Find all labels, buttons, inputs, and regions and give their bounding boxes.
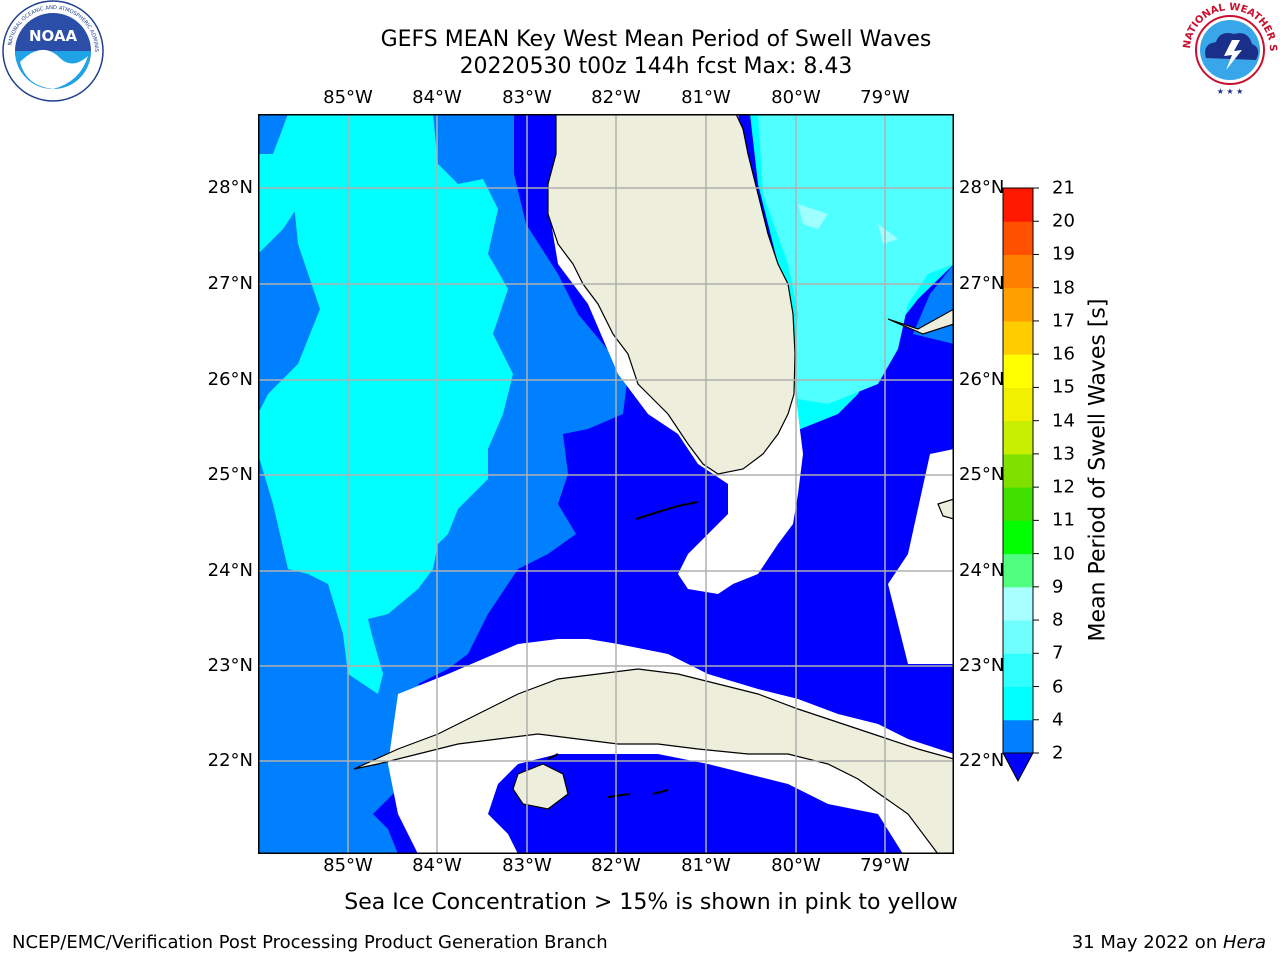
field-8-9 [798,204,898,244]
colorbar-segment [1003,287,1033,322]
colorbar-tick: 15 [1052,376,1075,398]
run-date: 31 May 2022 on Hera [1071,932,1266,953]
host-name: Hera [1222,932,1266,953]
lon-label-bottom: 84°W [412,855,462,876]
colorbar-segment [1003,686,1033,721]
land-bahamas [887,308,954,520]
lat-label-left: 27°N [207,273,253,294]
colorbar-tick: 16 [1052,343,1075,365]
land-florida-keys [547,501,699,798]
land-cuba [353,668,954,854]
colorbar-tick: 14 [1052,410,1075,432]
colorbar-segment [1003,254,1033,289]
lon-label-bottom: 83°W [502,855,552,876]
lat-label-right: 22°N [959,750,1005,771]
lat-label-left: 24°N [207,560,253,581]
lat-label-left: 22°N [207,750,253,771]
colorbar-tick: 12 [1052,476,1075,498]
colorbar-segment [1003,354,1033,388]
colorbar-segment [1003,420,1033,455]
nws-logo: NATIONAL WEATHER SERVICE ★ ★ ★ [1180,0,1278,98]
svg-text:★ ★ ★: ★ ★ ★ [1217,87,1244,96]
lon-label-bottom: 79°W [860,855,910,876]
colorbar-tick: 19 [1052,243,1075,265]
colorbar-tick: 17 [1052,310,1075,332]
colorbar-tick: 11 [1052,509,1075,531]
colorbar-tick: 8 [1052,609,1064,631]
lat-label-left: 25°N [207,464,253,485]
colorbar-segment [1003,453,1033,488]
lat-label-right: 23°N [959,655,1005,676]
lon-label-top: 85°W [323,87,373,108]
colorbar-tick: 20 [1052,210,1075,232]
colorbar-tick: 6 [1052,676,1064,698]
colorbar-segment [1003,487,1033,521]
lat-label-left: 23°N [207,655,253,676]
colorbar-segment [1003,188,1033,222]
colorbar-tick: 10 [1052,543,1075,565]
map-subtitle: 20220530 t00z 144h fcst Max: 8.43 [459,54,853,79]
lat-label-right: 27°N [959,273,1005,294]
lat-label-right: 28°N [959,177,1005,198]
swell-period-map [258,114,954,854]
map-graticule [258,114,954,854]
lon-label-top: 82°W [591,87,641,108]
lon-label-top: 80°W [771,87,821,108]
lat-label-right: 26°N [959,369,1005,390]
colorbar-segment [1003,320,1033,355]
colorbar-tick: 13 [1052,443,1075,465]
colorbar-tick: 4 [1052,709,1064,731]
lon-label-bottom: 82°W [591,855,641,876]
colorbar [1002,187,1039,783]
lon-label-bottom: 80°W [771,855,821,876]
lon-label-top: 79°W [860,87,910,108]
lat-label-left: 28°N [207,177,253,198]
colorbar-label: Mean Period of Swell Waves [s] [1085,298,1111,642]
colorbar-segment [1003,653,1033,688]
lon-label-top: 81°W [681,87,731,108]
lon-label-bottom: 85°W [323,855,373,876]
svg-text:NOAA: NOAA [29,27,78,45]
colorbar-segment [1003,520,1033,555]
producer-credit: NCEP/EMC/Verification Post Processing Pr… [12,932,608,953]
lat-label-right: 24°N [959,560,1005,581]
colorbar-tick: 2 [1052,742,1064,764]
lat-label-right: 25°N [959,464,1005,485]
colorbar-segment [1003,221,1033,255]
noaa-logo: NOAA NATIONAL OCEANIC AND ATMOSPHERIC AD… [2,0,104,102]
nodata-bahamas [888,449,954,664]
field-6-7-west [258,114,513,694]
colorbar-segment [1003,620,1033,654]
colorbar-tick: 21 [1052,177,1075,199]
field-7-8 [758,114,954,404]
colorbar-tick: 7 [1052,642,1064,664]
lon-label-top: 83°W [502,87,552,108]
lat-label-left: 26°N [207,369,253,390]
colorbar-tick: 9 [1052,576,1064,598]
colorbar-segment [1003,719,1033,754]
lon-label-bottom: 81°W [681,855,731,876]
colorbar-tick: 18 [1052,277,1075,299]
land-florida [547,114,796,475]
colorbar-under-triangle [1002,752,1034,783]
colorbar-segment [1003,586,1033,621]
sea-ice-footnote: Sea Ice Concentration > 15% is shown in … [344,890,958,915]
colorbar-segment [1003,553,1033,588]
colorbar-segment [1003,387,1033,422]
map-title: GEFS MEAN Key West Mean Period of Swell … [380,27,932,52]
lon-label-top: 84°W [412,87,462,108]
